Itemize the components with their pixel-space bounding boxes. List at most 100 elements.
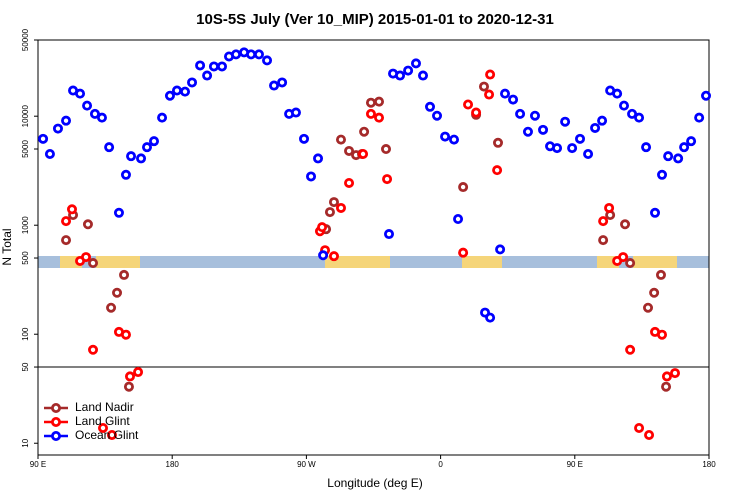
data-point xyxy=(359,126,370,137)
data-point xyxy=(344,145,355,156)
data-point xyxy=(44,149,55,160)
data-point xyxy=(335,202,346,213)
data-point xyxy=(269,80,280,91)
y-tick-label: 50000 xyxy=(21,28,30,51)
data-point xyxy=(180,86,191,97)
data-point xyxy=(560,116,571,127)
data-point xyxy=(440,131,451,142)
data-point xyxy=(649,287,660,298)
data-point xyxy=(317,222,328,233)
data-point xyxy=(120,329,131,340)
data-point xyxy=(253,49,264,60)
data-point xyxy=(81,252,92,263)
data-point xyxy=(679,142,690,153)
data-point xyxy=(694,112,705,123)
data-point xyxy=(529,110,540,121)
data-point xyxy=(157,112,168,123)
y-tick-label: 1000 xyxy=(21,216,30,234)
legend-swatch-marker xyxy=(51,416,62,427)
data-point xyxy=(96,112,107,123)
x-tick-label: 0 xyxy=(438,460,443,469)
data-point xyxy=(381,144,392,155)
data-point xyxy=(88,258,99,269)
data-point xyxy=(61,115,72,126)
data-point xyxy=(195,60,206,71)
data-point xyxy=(344,177,355,188)
data-point xyxy=(657,169,668,180)
data-point xyxy=(644,430,655,441)
data-point xyxy=(277,77,288,88)
data-point xyxy=(106,302,117,313)
data-point xyxy=(164,90,175,101)
data-point xyxy=(657,329,668,340)
data-point xyxy=(328,197,339,208)
x-tick-label: 90 E xyxy=(30,460,46,469)
data-point xyxy=(306,171,317,182)
data-point xyxy=(620,219,631,230)
data-point xyxy=(663,151,674,162)
legend-label: Ocean Glint xyxy=(75,428,139,442)
data-point xyxy=(604,202,615,213)
data-point xyxy=(262,55,273,66)
y-tick-label: 10 xyxy=(21,438,30,447)
x-tick-label: 180 xyxy=(702,460,716,469)
data-point xyxy=(618,252,629,263)
data-point xyxy=(575,133,586,144)
legend-swatch-marker xyxy=(51,402,62,413)
map-strip xyxy=(38,256,709,268)
y-tick-label: 500 xyxy=(21,251,30,265)
data-point xyxy=(655,269,666,280)
data-point xyxy=(82,219,93,230)
data-point xyxy=(98,422,109,433)
data-point xyxy=(313,153,324,164)
y-tick-label: 50 xyxy=(21,362,30,371)
data-point xyxy=(126,151,137,162)
data-point xyxy=(552,143,563,154)
data-point xyxy=(625,258,636,269)
data-point xyxy=(324,207,335,218)
data-point xyxy=(208,61,219,72)
data-point xyxy=(217,61,228,72)
y-tick-label: 100 xyxy=(21,327,30,341)
data-point xyxy=(515,108,526,119)
data-point xyxy=(458,182,469,193)
data-point xyxy=(142,142,153,153)
legend-label: Land Glint xyxy=(75,414,130,428)
data-point xyxy=(418,70,429,81)
data-point xyxy=(567,143,578,154)
data-point xyxy=(643,302,654,313)
x-tick-label: 90 W xyxy=(297,460,316,469)
data-point xyxy=(485,312,496,323)
data-point xyxy=(365,97,376,108)
data-point xyxy=(113,207,124,218)
data-point xyxy=(425,101,436,112)
data-point xyxy=(485,69,496,80)
data-point xyxy=(246,49,257,60)
data-point xyxy=(374,96,385,107)
data-point xyxy=(61,216,72,227)
data-point xyxy=(171,85,182,96)
data-point xyxy=(52,123,63,134)
data-point xyxy=(374,112,385,123)
data-point xyxy=(508,94,519,105)
data-point xyxy=(597,115,608,126)
data-point xyxy=(500,88,511,99)
data-point xyxy=(136,153,147,164)
x-axis-label: Longitude (deg E) xyxy=(327,476,422,490)
data-point xyxy=(328,251,339,262)
data-point xyxy=(299,133,310,144)
data-point xyxy=(382,174,393,185)
data-point xyxy=(120,169,131,180)
data-point xyxy=(661,371,672,382)
data-point xyxy=(627,108,638,119)
data-point xyxy=(119,269,130,280)
data-point xyxy=(634,112,645,123)
data-point xyxy=(686,136,697,147)
y-tick-label: 10000 xyxy=(21,105,30,128)
data-point xyxy=(463,99,474,110)
y-axis-label: N Total xyxy=(0,228,14,265)
data-point xyxy=(495,244,506,255)
data-point xyxy=(187,77,198,88)
data-point xyxy=(641,142,652,153)
